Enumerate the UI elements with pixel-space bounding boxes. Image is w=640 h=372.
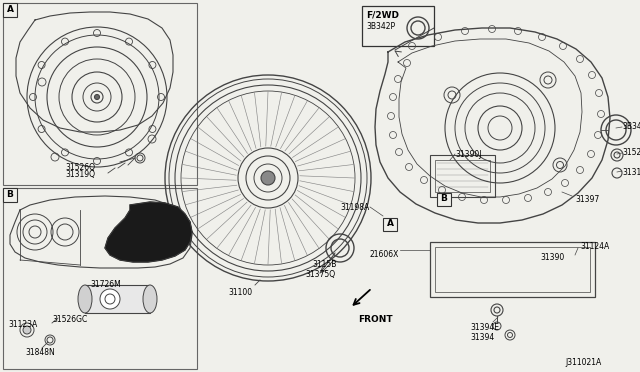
Bar	[435, 160, 490, 192]
Text: 31394E: 31394E	[470, 323, 499, 332]
Text: 31198A: 31198A	[340, 203, 370, 212]
Bar	[3, 188, 197, 369]
Bar	[3, 3, 17, 17]
Text: A: A	[387, 219, 394, 228]
Bar	[3, 3, 197, 185]
Ellipse shape	[143, 285, 157, 313]
Text: FRONT: FRONT	[358, 315, 392, 324]
Text: 31124A: 31124A	[580, 242, 609, 251]
Text: B: B	[440, 194, 447, 203]
Bar	[383, 218, 397, 231]
Bar	[435, 247, 590, 292]
Text: A: A	[6, 5, 13, 14]
Text: 3B342Q: 3B342Q	[622, 122, 640, 131]
Text: F/2WD: F/2WD	[366, 10, 399, 19]
Text: B: B	[6, 190, 13, 199]
Text: 31526GC: 31526GC	[52, 315, 87, 324]
Bar	[3, 188, 17, 202]
Bar	[85, 285, 150, 313]
Bar	[362, 6, 434, 46]
Text: 31375Q: 31375Q	[305, 270, 335, 279]
Text: 31319Q: 31319Q	[65, 170, 95, 179]
Text: 3B342P: 3B342P	[366, 22, 395, 31]
Bar	[430, 242, 595, 297]
Text: 3115B: 3115B	[312, 260, 337, 269]
Text: 31526Q: 31526Q	[65, 163, 95, 172]
Circle shape	[261, 171, 275, 185]
Text: 31390J: 31390J	[455, 150, 481, 159]
Text: 31397: 31397	[575, 195, 599, 204]
Circle shape	[100, 289, 120, 309]
Text: 31100: 31100	[228, 288, 252, 297]
Text: 31526QA: 31526QA	[622, 148, 640, 157]
Text: J311021A: J311021A	[565, 358, 601, 367]
Text: 31390: 31390	[540, 253, 564, 262]
Text: 31394: 31394	[470, 333, 494, 342]
Text: 21606X: 21606X	[370, 250, 399, 259]
Circle shape	[23, 326, 31, 334]
Bar	[430, 155, 495, 197]
Text: 31848N: 31848N	[25, 348, 55, 357]
Text: 31726M: 31726M	[90, 280, 121, 289]
Polygon shape	[105, 202, 192, 262]
Bar	[437, 193, 451, 206]
Ellipse shape	[78, 285, 92, 313]
Circle shape	[95, 94, 99, 99]
Text: 31123A: 31123A	[8, 320, 37, 329]
Text: 31319QA: 31319QA	[622, 168, 640, 177]
